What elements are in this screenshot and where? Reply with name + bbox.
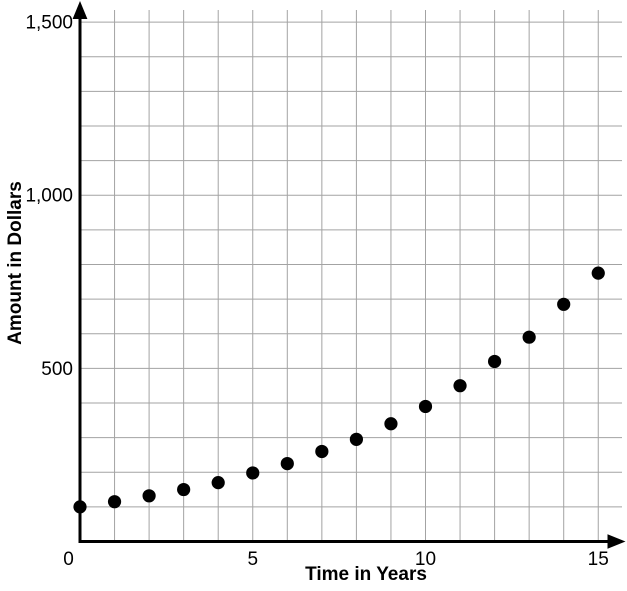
data-point (107, 495, 122, 509)
data-point (211, 476, 225, 490)
x-tick-label: 15 (588, 549, 609, 570)
data-point (591, 266, 605, 280)
data-point (142, 489, 156, 503)
data-point (177, 482, 191, 497)
x-axis-arrowhead (607, 534, 626, 549)
x-axis-title: Time in Years (305, 564, 427, 585)
x-tick-label: 10 (415, 549, 436, 570)
y-axis-title: Amount in Dollars (5, 181, 26, 345)
data-point (280, 456, 294, 471)
data-point (349, 432, 363, 446)
y-tick-label: 1,000 (25, 186, 73, 207)
data-point (73, 500, 87, 514)
data-point (488, 354, 502, 369)
x-tick-label: 5 (247, 549, 258, 570)
y-axis-arrowhead (72, 1, 88, 19)
data-point (418, 399, 433, 414)
data-point (522, 330, 536, 344)
y-tick-label: 500 (41, 359, 73, 380)
data-point (453, 379, 467, 393)
y-tick-label: 1,500 (25, 13, 73, 34)
x-tick-label: 0 (63, 549, 74, 570)
data-point (384, 417, 398, 431)
data-point (315, 444, 329, 459)
data-point (246, 466, 260, 480)
data-point (557, 297, 571, 311)
